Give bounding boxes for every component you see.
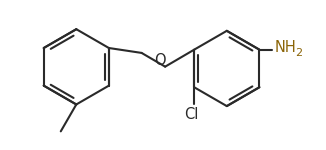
Text: O: O: [155, 53, 166, 68]
Text: 2: 2: [295, 48, 302, 58]
Text: Cl: Cl: [184, 107, 198, 122]
Text: NH: NH: [274, 40, 296, 55]
